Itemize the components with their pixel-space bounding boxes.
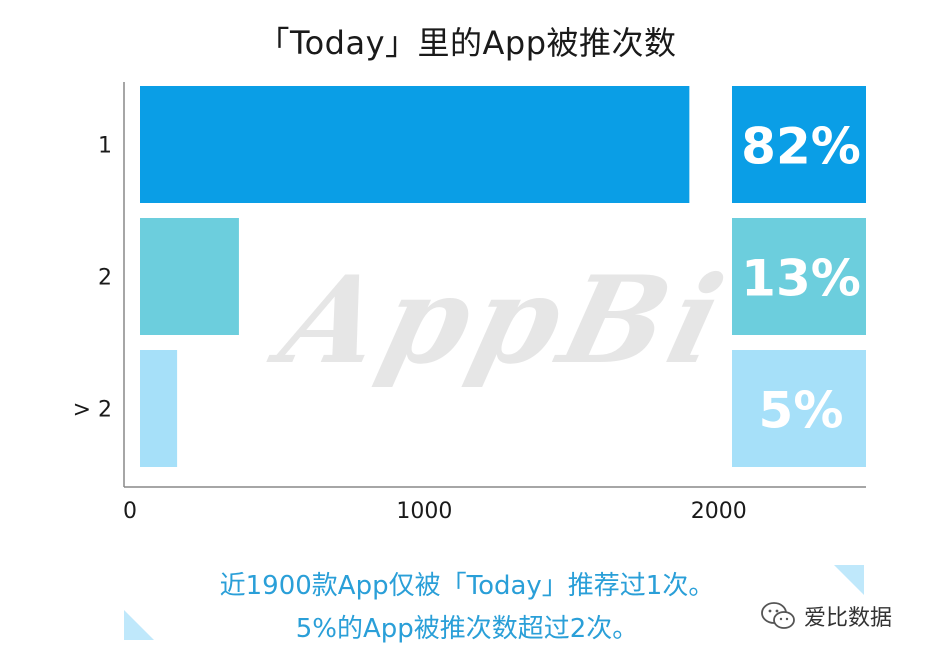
labels: 0 1000 2000 1 82% 2 13% > 2 5% <box>73 118 861 525</box>
bar <box>140 86 690 203</box>
x-tick-label: 2000 <box>691 499 747 524</box>
x-tick-label: 1000 <box>396 499 452 524</box>
decor-triangle-right <box>834 565 864 595</box>
brand-name: 爱比数据 <box>804 606 893 631</box>
percent-boxes <box>732 86 866 467</box>
percent-box <box>732 350 866 467</box>
percent-label: 82% <box>741 118 861 176</box>
wechat-icon <box>761 602 795 629</box>
x-tick-label: 0 <box>123 499 137 524</box>
percent-box <box>732 218 866 335</box>
percent-label: 13% <box>741 250 861 308</box>
y-tick-label: > 2 <box>73 398 112 423</box>
decor-triangle-left <box>124 610 154 640</box>
percent-label: 5% <box>759 382 844 440</box>
bar <box>140 218 239 335</box>
brand: 爱比数据 <box>760 600 892 632</box>
caption-line-1: 近1900款App仅被「Today」推荐过1次。 <box>219 571 715 601</box>
y-tick-label: 2 <box>98 266 112 291</box>
bar <box>140 350 178 467</box>
caption-line-2: 5%的App被推次数超过2次。 <box>295 614 639 644</box>
y-tick-label: 1 <box>98 134 112 159</box>
bars <box>140 86 690 467</box>
percent-box <box>732 86 866 203</box>
axes <box>123 82 866 488</box>
chart-title: 「Today」里的App被推次数 <box>257 24 677 62</box>
